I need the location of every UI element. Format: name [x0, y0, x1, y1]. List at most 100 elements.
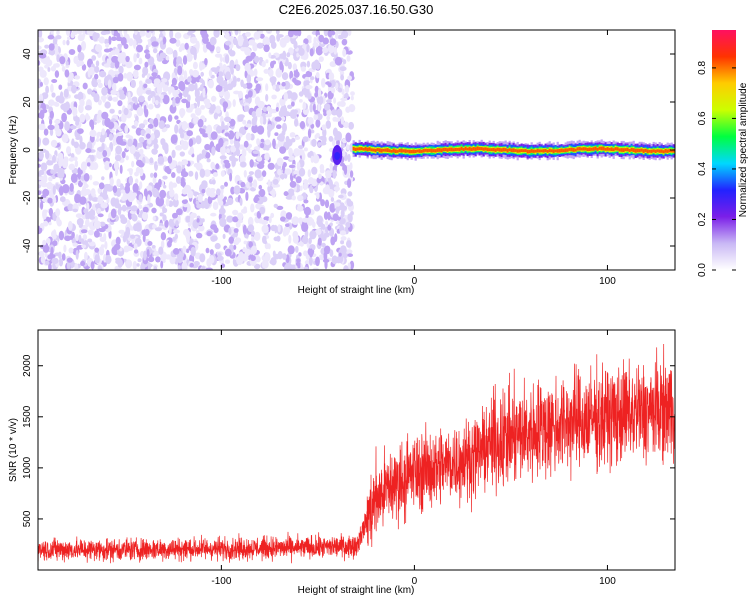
heatmap-cell — [55, 128, 62, 137]
heatmap-cell — [136, 44, 143, 53]
heatmap-cell — [147, 241, 153, 246]
heatmap-cell — [201, 188, 206, 194]
heatmap-cell — [494, 148, 497, 152]
heatmap-cell — [338, 194, 344, 199]
heatmap-cell — [224, 132, 230, 137]
heatmap-cell — [38, 30, 43, 39]
heatmap-cell — [219, 155, 227, 160]
heatmap-cell — [263, 44, 270, 53]
heatmap-cell — [65, 30, 71, 36]
heatmap-cell — [452, 148, 455, 152]
heatmap-cell — [77, 51, 85, 62]
heatmap-cell — [59, 154, 64, 163]
heatmap-cell — [53, 44, 59, 52]
heatmap-cell — [241, 148, 247, 158]
heatmap-cell — [137, 258, 142, 263]
heatmap-cell — [118, 109, 122, 115]
heatmap-cell — [289, 155, 295, 161]
heatmap-cell — [196, 218, 200, 223]
heatmap-cell — [138, 194, 143, 203]
heatmap-cell — [76, 218, 84, 226]
heatmap-cell — [49, 128, 54, 136]
heatmap-cell — [646, 149, 649, 154]
heatmap-cell — [280, 216, 286, 222]
heatmap-cell — [168, 218, 174, 227]
heatmap-cell — [169, 37, 177, 44]
heatmap-cell — [262, 235, 267, 244]
heatmap-cell — [206, 230, 213, 237]
heatmap-cell — [275, 107, 279, 112]
heatmap-cell — [165, 47, 173, 55]
heatmap-cell — [283, 111, 291, 117]
heatmap-cell — [75, 213, 83, 219]
heatmap-cell — [93, 162, 98, 170]
heatmap-cell — [197, 118, 204, 128]
heatmap-cell — [309, 184, 314, 194]
spectrogram-y-label: Frequency (Hz) — [8, 116, 19, 185]
heatmap-cell — [242, 83, 248, 89]
heatmap-cell — [285, 212, 293, 220]
heatmap-cell — [281, 116, 286, 121]
heatmap-cell — [165, 198, 170, 207]
heatmap-cell — [224, 90, 231, 101]
heatmap-cell — [169, 30, 174, 39]
heatmap-cell — [48, 176, 53, 182]
heatmap-cell — [226, 215, 234, 223]
heatmap-cell — [80, 260, 86, 267]
heatmap-cell — [38, 60, 41, 66]
heatmap-cell — [216, 75, 224, 84]
heatmap-cell — [90, 122, 95, 131]
heatmap-cell — [233, 244, 237, 250]
heatmap-cell — [211, 146, 216, 156]
heatmap-cell — [486, 147, 489, 152]
heatmap-cell — [164, 144, 169, 155]
heatmap-cell — [205, 247, 210, 254]
heatmap-cell — [108, 133, 114, 141]
heatmap-cell — [151, 245, 156, 249]
heatmap-cell — [329, 222, 333, 227]
heatmap-cell — [327, 224, 332, 231]
heatmap-cell — [103, 30, 111, 35]
heatmap-cell — [428, 148, 431, 152]
heatmap-cell — [99, 70, 107, 78]
heatmap-cell — [295, 136, 301, 140]
heatmap-cell — [384, 148, 387, 152]
heatmap-cell — [274, 116, 282, 122]
heatmap-cell — [328, 135, 334, 142]
heatmap-cell — [42, 210, 47, 220]
heatmap-cell — [174, 124, 179, 134]
heatmap-cell — [263, 68, 270, 74]
heatmap-cell — [254, 55, 260, 64]
heatmap-cell — [279, 146, 287, 154]
heatmap-cell — [654, 149, 657, 153]
heatmap-cell — [580, 147, 583, 151]
heatmap-cell — [558, 149, 561, 153]
heatmap-cell — [347, 30, 352, 36]
heatmap-cell — [233, 228, 239, 233]
heatmap-cell — [576, 147, 579, 151]
heatmap-cell — [339, 230, 347, 236]
heatmap-cell — [178, 80, 185, 91]
heatmap-cell — [330, 236, 336, 246]
heatmap-cell — [114, 166, 119, 177]
heatmap-cell — [133, 53, 137, 63]
heatmap-cell — [125, 182, 131, 188]
heatmap-cell — [38, 37, 44, 43]
colorbar-label: Normalized spectral amplitude — [738, 82, 749, 217]
heatmap-cell — [140, 263, 146, 270]
heatmap-cell — [210, 212, 217, 217]
heatmap-cell — [117, 207, 122, 216]
heatmap-cell — [316, 192, 320, 200]
heatmap-cell — [234, 30, 239, 36]
heatmap-cell — [216, 255, 224, 261]
heatmap-cell — [314, 85, 319, 93]
heatmap-cell — [205, 127, 210, 134]
heatmap-cell — [258, 30, 263, 35]
heatmap-cell — [39, 251, 45, 258]
heatmap-cell — [243, 240, 248, 245]
heatmap-cell — [468, 146, 471, 151]
heatmap-cell — [180, 132, 185, 139]
heatmap-cell — [347, 191, 353, 197]
heatmap-cell — [644, 148, 647, 153]
heatmap-cell — [119, 214, 126, 220]
